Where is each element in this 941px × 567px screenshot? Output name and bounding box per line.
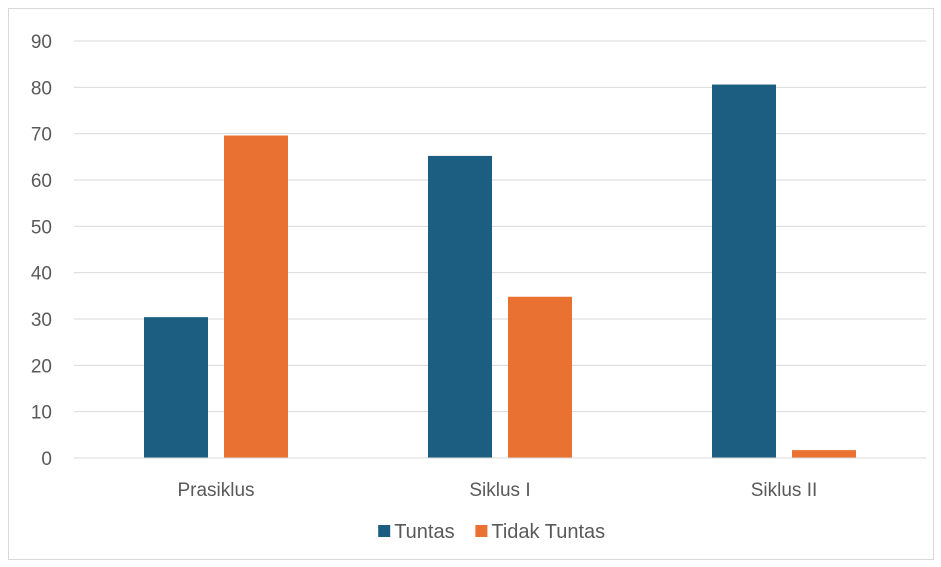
legend-swatch-tidak-tuntas	[475, 525, 488, 537]
x-tick-label: Siklus I	[469, 480, 530, 501]
bar-tuntas-siklus-i	[428, 155, 492, 458]
legend-label: Tuntas	[394, 521, 454, 543]
y-tick-label: 20	[31, 356, 52, 377]
y-tick-label: 60	[31, 171, 52, 192]
y-tick-label: 80	[31, 78, 52, 99]
bars	[144, 84, 856, 458]
y-tick-label: 70	[31, 125, 52, 146]
x-tick-label: Prasiklus	[177, 480, 254, 501]
legend: Tuntas Tidak Tuntas	[378, 521, 605, 543]
bar-tuntas-prasiklus	[144, 317, 208, 458]
bar-tuntas-siklus-ii	[712, 84, 776, 458]
y-tick-label: 10	[31, 403, 52, 424]
y-tick-label: 90	[31, 32, 52, 53]
bar-tidak-tuntas-siklus-ii	[792, 450, 856, 458]
y-tick-label: 50	[31, 217, 52, 238]
gridlines	[74, 40, 926, 413]
bar-tidak-tuntas-prasiklus	[224, 135, 288, 458]
x-axis-tick-labels: Prasiklus Siklus I Siklus II	[177, 480, 817, 501]
y-tick-label: 0	[41, 449, 52, 470]
legend-swatch-tuntas	[378, 525, 391, 537]
y-tick-label: 40	[31, 264, 52, 285]
y-axis-tick-labels: 0 10 20 30 40 50 60 70 80 90	[31, 32, 52, 470]
x-tick-label: Siklus II	[751, 480, 818, 501]
bar-tidak-tuntas-siklus-i	[508, 296, 572, 458]
y-tick-label: 30	[31, 310, 52, 331]
legend-label: Tidak Tuntas	[491, 521, 605, 543]
